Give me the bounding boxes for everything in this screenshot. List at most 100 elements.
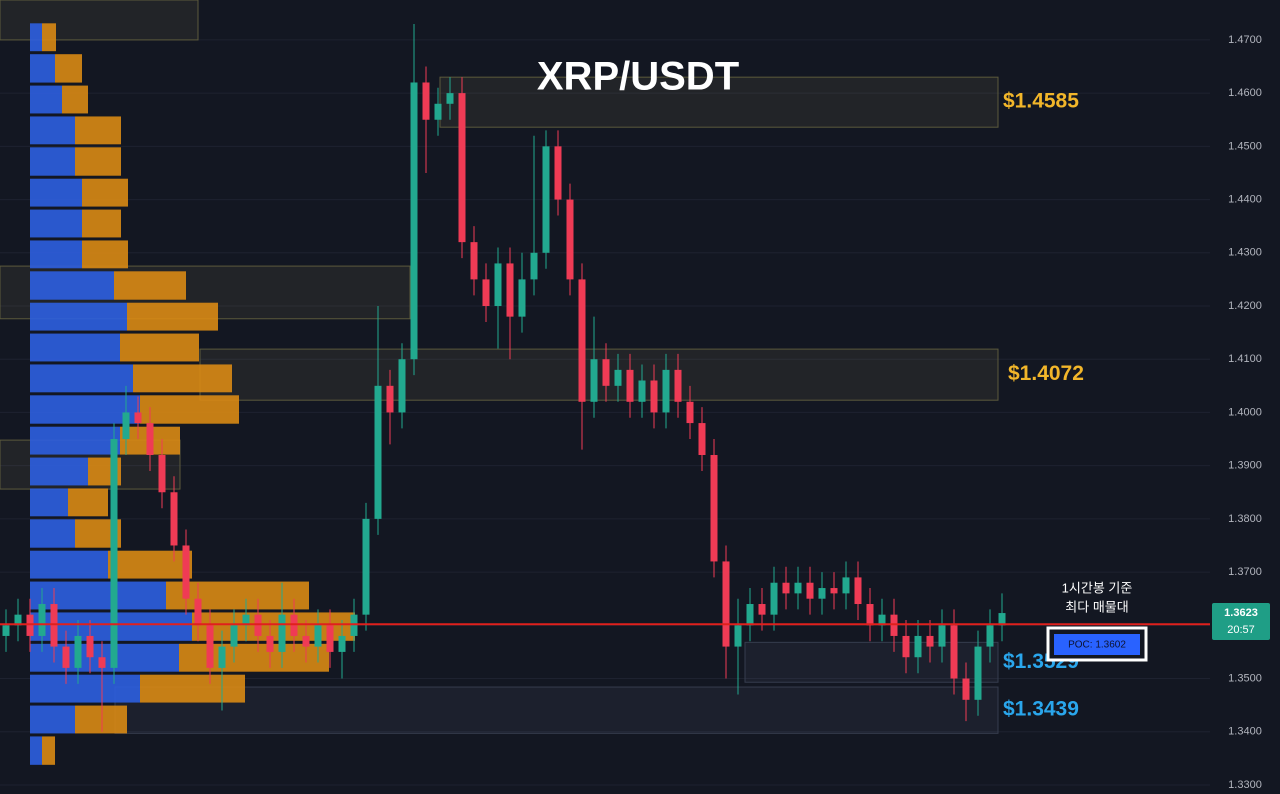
volume-profile-bar bbox=[30, 116, 75, 145]
candle-body bbox=[278, 614, 286, 652]
volume-profile-bar bbox=[42, 736, 55, 765]
candle-body bbox=[398, 359, 406, 413]
volume-profile-bar bbox=[75, 116, 121, 145]
y-tick-label: 1.4600 bbox=[1228, 87, 1262, 99]
volume-profile-bar bbox=[120, 333, 199, 362]
candle-body bbox=[326, 625, 334, 652]
candle-body bbox=[722, 561, 730, 647]
candle-body bbox=[386, 385, 394, 413]
volume-profile-bar bbox=[140, 674, 245, 703]
candle-body bbox=[470, 242, 478, 280]
volume-profile-bar bbox=[30, 209, 82, 238]
candle-body bbox=[734, 625, 742, 647]
candle-body bbox=[458, 93, 466, 243]
volume-profile-bar bbox=[30, 147, 75, 176]
candle-body bbox=[62, 646, 70, 668]
candle-body bbox=[362, 518, 370, 615]
candle-body bbox=[50, 604, 58, 647]
candle-body bbox=[170, 492, 178, 546]
candle-body bbox=[926, 635, 934, 647]
candle-body bbox=[782, 582, 790, 594]
candle-body bbox=[230, 625, 238, 647]
candle-body bbox=[410, 82, 418, 360]
candle-body bbox=[686, 401, 694, 424]
candle-body bbox=[818, 588, 826, 599]
volume-profile-bar bbox=[75, 147, 121, 176]
annotation: 1시간봉 기준 bbox=[1062, 580, 1133, 595]
candle-body bbox=[662, 369, 670, 413]
volume-profile-bar bbox=[42, 23, 56, 52]
candle-body bbox=[614, 369, 622, 386]
candle-body bbox=[986, 625, 994, 647]
candle-body bbox=[974, 646, 982, 700]
price-axis bbox=[1210, 0, 1280, 794]
candle-body bbox=[446, 93, 454, 104]
candle-body bbox=[14, 614, 22, 626]
zone-label: $1.3439 bbox=[1003, 698, 1079, 721]
candle-body bbox=[146, 423, 154, 456]
candle-body bbox=[914, 635, 922, 658]
candle-body bbox=[698, 423, 706, 456]
candle-body bbox=[566, 199, 574, 280]
volume-profile-bar bbox=[82, 209, 121, 238]
candle-body bbox=[26, 614, 34, 636]
candle-body bbox=[374, 385, 382, 519]
volume-profile-bar bbox=[30, 23, 42, 52]
volume-profile-bar bbox=[30, 54, 55, 83]
volume-profile-bar bbox=[127, 302, 218, 331]
candle-body bbox=[206, 625, 214, 668]
candle-body bbox=[482, 279, 490, 306]
candle-body bbox=[182, 545, 190, 599]
volume-profile-bar bbox=[55, 54, 82, 83]
candle-body bbox=[638, 380, 646, 402]
y-tick-label: 1.3300 bbox=[1228, 779, 1262, 791]
candle-body bbox=[494, 263, 502, 306]
candle-body bbox=[626, 369, 634, 402]
y-tick-label: 1.4000 bbox=[1228, 406, 1262, 418]
y-tick-label: 1.4100 bbox=[1228, 353, 1262, 365]
candle-body bbox=[950, 625, 958, 679]
y-tick-label: 1.4700 bbox=[1228, 34, 1262, 46]
candle-body bbox=[650, 380, 658, 413]
candle-body bbox=[962, 678, 970, 700]
volume-profile-bar bbox=[75, 705, 127, 734]
candle-body bbox=[254, 614, 262, 636]
volume-profile-bar bbox=[68, 488, 108, 517]
volume-profile-bar bbox=[30, 519, 75, 548]
zone-label: $1.4585 bbox=[1003, 90, 1079, 113]
price-zone bbox=[439, 76, 999, 128]
volume-profile-bar bbox=[30, 271, 114, 300]
candle-body bbox=[878, 614, 886, 626]
last-price-time: 20:57 bbox=[1227, 624, 1255, 636]
candle-body bbox=[338, 635, 346, 652]
volume-profile-bar bbox=[82, 240, 128, 269]
candle-body bbox=[806, 582, 814, 599]
candle-body bbox=[890, 614, 898, 636]
y-tick-label: 1.4400 bbox=[1228, 193, 1262, 205]
candle-body bbox=[86, 635, 94, 658]
candle-body bbox=[98, 657, 106, 668]
volume-profile-bar bbox=[114, 271, 186, 300]
candle-body bbox=[530, 252, 538, 280]
candle-body bbox=[110, 439, 118, 668]
candle-body bbox=[854, 577, 862, 605]
volume-profile-bar bbox=[82, 178, 128, 207]
y-tick-label: 1.3900 bbox=[1228, 460, 1262, 472]
candle-body bbox=[422, 82, 430, 120]
price-zone bbox=[744, 641, 999, 683]
candle-body bbox=[38, 604, 46, 636]
y-tick-label: 1.4500 bbox=[1228, 140, 1262, 152]
poc-box-inner bbox=[1054, 634, 1140, 655]
candle-body bbox=[554, 146, 562, 200]
volume-profile-bar bbox=[30, 426, 120, 455]
volume-profile-bar bbox=[133, 364, 232, 393]
candle-body bbox=[938, 625, 946, 647]
volume-profile-bar bbox=[30, 457, 88, 486]
candle-body bbox=[998, 613, 1006, 626]
volume-profile-bar bbox=[30, 674, 140, 703]
candle-body bbox=[578, 279, 586, 402]
candle-body bbox=[842, 577, 850, 594]
candle-body bbox=[746, 604, 754, 626]
y-tick-label: 1.3800 bbox=[1228, 513, 1262, 525]
